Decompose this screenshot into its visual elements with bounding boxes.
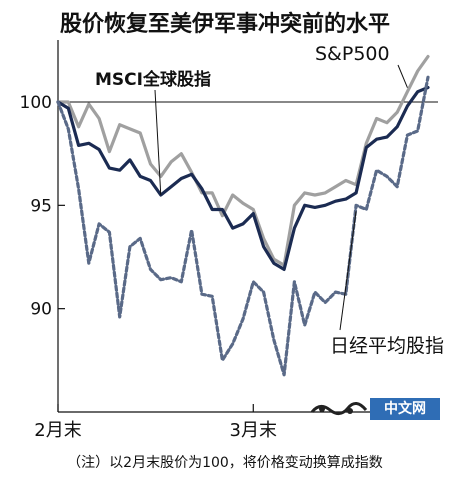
sp500-label: S&P500 <box>315 43 390 65</box>
series-line-0 <box>56 54 430 267</box>
x-tick-label-1: 3月末 <box>230 420 277 441</box>
chart-note: （注）以2月末股价为100，将价格变动换算成指数 <box>67 455 383 471</box>
y-tick-label-100: 100 <box>20 93 52 113</box>
chart-axes: 90 95 100 2月末 3月末 <box>20 40 438 441</box>
chart-series <box>56 54 430 377</box>
nikkei-leader <box>339 211 357 331</box>
sp500-leader <box>397 64 408 88</box>
x-tick-label-0: 2月末 <box>34 420 81 441</box>
watermark: 中文网 <box>310 398 440 420</box>
msci-label: MSCI全球股指 <box>95 69 211 90</box>
y-tick-label-95: 95 <box>30 196 52 216</box>
chart-title: 股价恢复至美伊军事冲突前的水平 <box>59 12 390 37</box>
series-line-2 <box>56 75 430 377</box>
series-line-1 <box>56 85 430 271</box>
watermark-text: 中文网 <box>370 398 440 420</box>
watermark-logo <box>310 402 368 415</box>
msci-leader <box>154 89 162 196</box>
nikkei-label: 日经平均股指 <box>330 335 444 357</box>
y-tick-label-90: 90 <box>30 300 52 320</box>
